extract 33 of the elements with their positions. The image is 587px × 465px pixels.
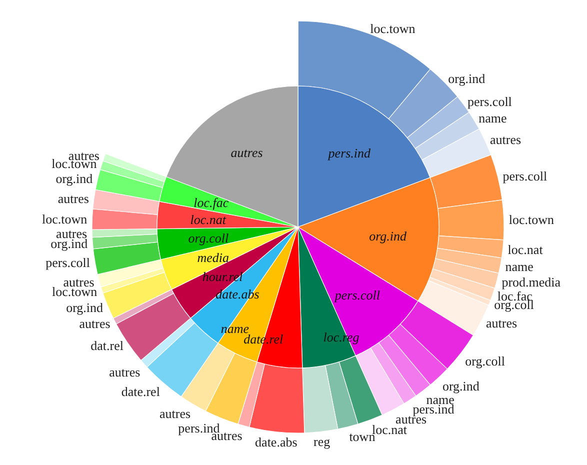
- slice-label: org.ind: [56, 170, 94, 186]
- slice-label: pers.coll: [502, 168, 548, 184]
- slice-label: dat.rel: [90, 338, 124, 354]
- slice-label: autres: [490, 132, 522, 148]
- slice-label: autres: [160, 406, 191, 422]
- slice-label: loc.town: [508, 212, 555, 228]
- slice-label: prod.media: [502, 274, 561, 290]
- slice-label: org.ind: [448, 71, 486, 86]
- slice-label: pers.coll: [46, 255, 90, 270]
- slice-label: name: [478, 110, 507, 126]
- slice-label: autres: [58, 191, 89, 206]
- slice-label: loc.town: [370, 21, 416, 36]
- slice-label: loc.town: [42, 212, 88, 227]
- slice-label: org.coll: [465, 353, 506, 368]
- slice-label: pers.ind: [327, 145, 372, 160]
- slice-label: loc.fac: [194, 195, 229, 210]
- slice-label: pers.coll: [334, 287, 380, 302]
- slice-label: org.ind: [442, 378, 480, 394]
- slice-label: org.ind: [369, 228, 408, 244]
- slice-label: org.coll: [188, 230, 229, 246]
- slice-label: name: [505, 259, 534, 274]
- slice-label: autres: [486, 315, 518, 330]
- slice-label: loc.nat: [190, 212, 226, 227]
- slice-label: org.ind: [66, 300, 104, 316]
- slice-label: date.abs: [255, 434, 298, 450]
- slice-label: pers.coll: [468, 94, 512, 109]
- slice-label: media: [197, 250, 230, 266]
- slice-label: loc.nat: [508, 242, 544, 257]
- slice-label: reg: [314, 434, 331, 450]
- slice-label: autres: [109, 364, 140, 380]
- slice-label: autres: [79, 316, 110, 331]
- slice-label: date.rel: [121, 384, 160, 400]
- slice-label: autres: [230, 145, 263, 160]
